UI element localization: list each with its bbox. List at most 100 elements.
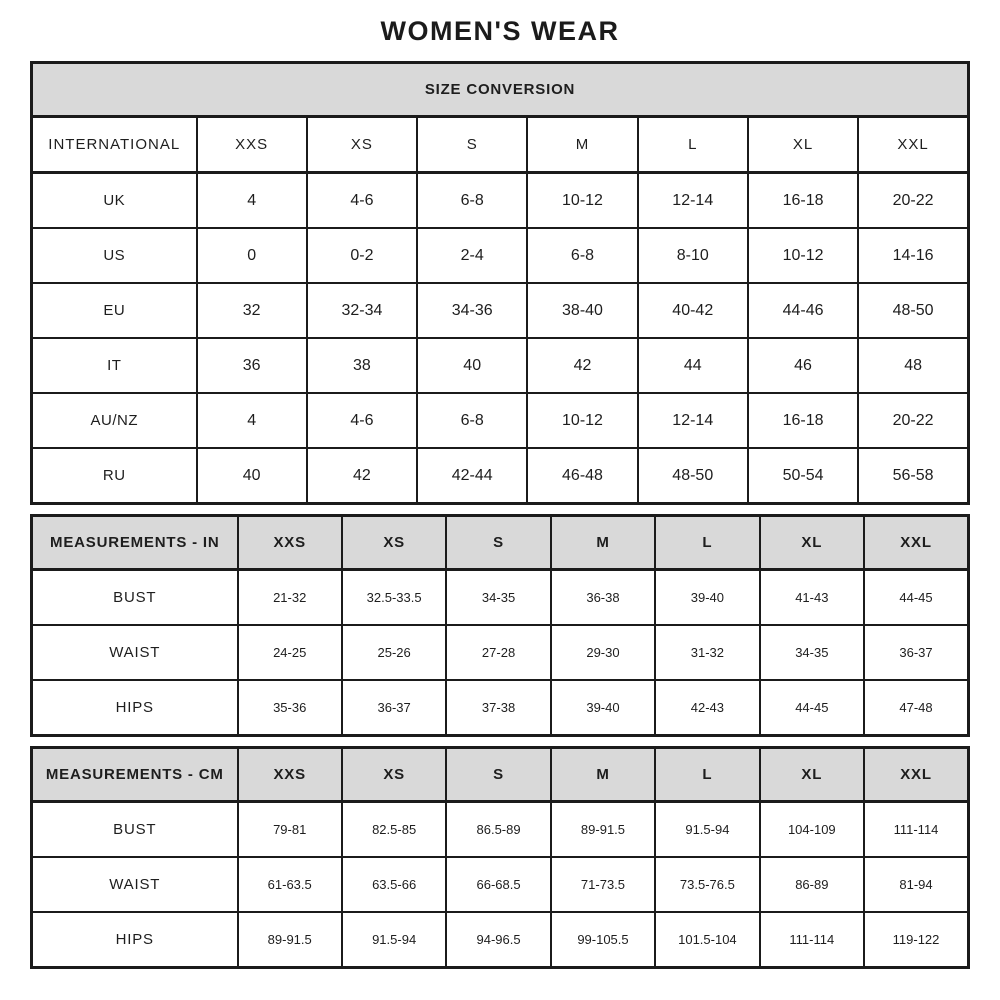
cell: 91.5-94 — [654, 800, 761, 858]
measurements-cm-header: MEASUREMENTS - CM — [30, 746, 239, 803]
column-header-m: M — [549, 746, 657, 803]
cell: 6-8 — [526, 227, 639, 284]
cell: 82.5-85 — [340, 800, 448, 858]
table-row-waist-in: WAIST 24-25 25-26 27-28 29-30 31-32 34-3… — [30, 624, 970, 681]
table-row-it: IT 36 38 40 42 44 46 48 — [30, 337, 970, 394]
cell: 48-50 — [857, 282, 970, 339]
cell: 32.5-33.5 — [340, 568, 448, 626]
column-header-m: M — [549, 514, 657, 571]
column-header-xxs: XXS — [195, 115, 308, 174]
cell: 44 — [636, 337, 749, 394]
cell: 8-10 — [636, 227, 749, 284]
row-label: WAIST — [30, 856, 239, 913]
cell: 46-48 — [526, 447, 639, 505]
row-label: UK — [30, 171, 198, 229]
column-header-xs: XS — [340, 746, 448, 803]
cell: 34-36 — [416, 282, 529, 339]
row-label: IT — [30, 337, 198, 394]
size-conversion-banner-row: SIZE CONVERSION — [30, 61, 970, 118]
cell: 41-43 — [758, 568, 866, 626]
row-label: HIPS — [30, 679, 239, 737]
cell: 36-37 — [340, 679, 448, 737]
column-header-s: S — [416, 115, 529, 174]
cell: 89-91.5 — [549, 800, 657, 858]
size-conversion-header: SIZE CONVERSION — [30, 61, 970, 118]
cell: 81-94 — [863, 856, 970, 913]
cell: 38 — [305, 337, 419, 394]
cell: 73.5-76.5 — [654, 856, 761, 913]
cell: 12-14 — [636, 392, 749, 449]
cell: 10-12 — [526, 171, 639, 229]
column-header-xxs: XXS — [236, 746, 343, 803]
cell: 36 — [195, 337, 308, 394]
cell: 48-50 — [636, 447, 749, 505]
cell: 42 — [526, 337, 639, 394]
table-row-waist-cm: WAIST 61-63.5 63.5-66 66-68.5 71-73.5 73… — [30, 856, 970, 913]
cell: 16-18 — [746, 392, 860, 449]
column-header-xl: XL — [758, 514, 866, 571]
cell: 16-18 — [746, 171, 860, 229]
cell: 4 — [195, 392, 308, 449]
cell: 56-58 — [857, 447, 970, 505]
cell: 111-114 — [863, 800, 970, 858]
cell: 36-37 — [863, 624, 970, 681]
cell: 44-45 — [863, 568, 970, 626]
column-header-xl: XL — [746, 115, 860, 174]
cell: 94-96.5 — [445, 911, 552, 969]
cell: 31-32 — [654, 624, 761, 681]
column-header-xs: XS — [305, 115, 419, 174]
cell: 47-48 — [863, 679, 970, 737]
cell: 71-73.5 — [549, 856, 657, 913]
cell: 63.5-66 — [340, 856, 448, 913]
cell: 6-8 — [416, 171, 529, 229]
cell: 91.5-94 — [340, 911, 448, 969]
cell: 35-36 — [236, 679, 343, 737]
cell: 34-35 — [445, 568, 552, 626]
cell: 40-42 — [636, 282, 749, 339]
measurements-in-header: MEASUREMENTS - IN — [30, 514, 239, 571]
cell: 66-68.5 — [445, 856, 552, 913]
measurements-cm-table: MEASUREMENTS - CM XXS XS S M L XL XXL BU… — [30, 746, 970, 969]
cell: 10-12 — [526, 392, 639, 449]
cell: 4-6 — [305, 392, 419, 449]
cell: 50-54 — [746, 447, 860, 505]
cell: 48 — [857, 337, 970, 394]
cell: 12-14 — [636, 171, 749, 229]
table-row-ru: RU 40 42 42-44 46-48 48-50 50-54 56-58 — [30, 447, 970, 505]
measurements-in-header-row: MEASUREMENTS - IN XXS XS S M L XL XXL — [30, 514, 970, 571]
cell: 44-45 — [758, 679, 866, 737]
column-header-l: L — [636, 115, 749, 174]
column-header-xl: XL — [758, 746, 866, 803]
table-row-hips-in: HIPS 35-36 36-37 37-38 39-40 42-43 44-45… — [30, 679, 970, 737]
table-row-bust-in: BUST 21-32 32.5-33.5 34-35 36-38 39-40 4… — [30, 568, 970, 626]
cell: 111-114 — [758, 911, 866, 969]
size-conversion-table: SIZE CONVERSION INTERNATIONAL XXS XS S M… — [30, 61, 970, 505]
cell: 46 — [746, 337, 860, 394]
row-label: BUST — [30, 800, 239, 858]
row-label: EU — [30, 282, 198, 339]
table-row-uk: UK 4 4-6 6-8 10-12 12-14 16-18 20-22 — [30, 171, 970, 229]
row-label: WAIST — [30, 624, 239, 681]
column-header-xs: XS — [340, 514, 448, 571]
cell: 0 — [195, 227, 308, 284]
table-row-eu: EU 32 32-34 34-36 38-40 40-42 44-46 48-5… — [30, 282, 970, 339]
cell: 42-44 — [416, 447, 529, 505]
cell: 86-89 — [758, 856, 866, 913]
page-title: WOMEN'S WEAR — [380, 16, 620, 46]
cell: 40 — [416, 337, 529, 394]
cell: 24-25 — [236, 624, 343, 681]
cell: 37-38 — [445, 679, 552, 737]
cell: 61-63.5 — [236, 856, 343, 913]
measurements-cm-header-row: MEASUREMENTS - CM XXS XS S M L XL XXL — [30, 746, 970, 803]
cell: 42-43 — [654, 679, 761, 737]
cell: 2-4 — [416, 227, 529, 284]
row-label: BUST — [30, 568, 239, 626]
cell: 40 — [195, 447, 308, 505]
cell: 104-109 — [758, 800, 866, 858]
table-row-hips-cm: HIPS 89-91.5 91.5-94 94-96.5 99-105.5 10… — [30, 911, 970, 969]
cell: 99-105.5 — [549, 911, 657, 969]
measurements-in-table: MEASUREMENTS - IN XXS XS S M L XL XXL BU… — [30, 514, 970, 737]
cell: 14-16 — [857, 227, 970, 284]
cell: 27-28 — [445, 624, 552, 681]
row-label: AU/NZ — [30, 392, 198, 449]
